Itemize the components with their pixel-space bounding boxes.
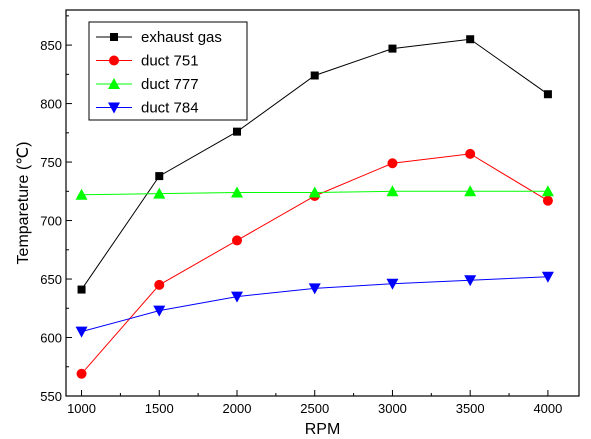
data-point bbox=[543, 90, 552, 99]
data-point bbox=[386, 278, 399, 290]
legend-marker bbox=[110, 33, 118, 41]
series-duct-777 bbox=[75, 185, 554, 200]
data-point bbox=[464, 185, 477, 197]
data-point bbox=[541, 185, 554, 197]
data-point bbox=[466, 35, 475, 44]
data-point bbox=[387, 158, 398, 169]
data-point bbox=[542, 195, 553, 206]
x-tick-label: 1500 bbox=[145, 401, 174, 416]
legend-item: duct 777 bbox=[96, 76, 199, 93]
data-point bbox=[541, 271, 554, 283]
data-point bbox=[231, 186, 243, 198]
x-tick-label: 4000 bbox=[533, 401, 562, 416]
data-point bbox=[155, 172, 164, 181]
y-axis-title: Tempareture (℃) bbox=[15, 142, 32, 265]
y-tick-label: 850 bbox=[40, 38, 62, 53]
data-point bbox=[388, 44, 397, 53]
legend-label: exhaust gas bbox=[141, 29, 222, 46]
plot-area bbox=[65, 9, 580, 397]
y-tick-label: 600 bbox=[40, 331, 62, 346]
x-tick-label: 2500 bbox=[300, 401, 329, 416]
legend-marker bbox=[108, 78, 120, 89]
legend-label: duct 784 bbox=[141, 100, 199, 117]
x-tick-label: 3000 bbox=[378, 401, 407, 416]
data-point bbox=[75, 188, 88, 200]
y-tick-label: 550 bbox=[40, 389, 62, 404]
y-tick-label: 800 bbox=[40, 97, 62, 112]
y-tick-label: 650 bbox=[40, 272, 62, 287]
legend-label: duct 751 bbox=[141, 53, 199, 70]
data-point bbox=[154, 279, 165, 290]
x-axis-title: RPM bbox=[305, 421, 341, 438]
data-point bbox=[465, 148, 476, 159]
legend: exhaust gas duct 751 duct 777 duct 784 bbox=[88, 21, 248, 121]
data-point bbox=[308, 283, 321, 295]
series-exhaust-gas bbox=[77, 35, 552, 294]
x-tick-label: 3500 bbox=[456, 401, 485, 416]
legend-label: duct 777 bbox=[141, 76, 199, 93]
y-tick-label: 750 bbox=[40, 155, 62, 170]
axis-ticks: 1000 1500 2000 2500 3000 3500 4000 550 600 650 700… bbox=[40, 15, 562, 416]
y-tick-label: 700 bbox=[40, 214, 62, 229]
data-point bbox=[76, 368, 87, 379]
legend-item: duct 751 bbox=[96, 53, 199, 70]
data-point bbox=[77, 285, 86, 294]
legend-item: exhaust gas bbox=[96, 29, 222, 46]
data-point bbox=[310, 71, 319, 80]
legend-marker bbox=[109, 55, 119, 66]
legend-marker bbox=[108, 102, 120, 114]
series-lines bbox=[75, 35, 554, 379]
data-point bbox=[153, 305, 166, 317]
data-point bbox=[231, 291, 243, 303]
x-tick-label: 1000 bbox=[67, 401, 96, 416]
data-point bbox=[464, 275, 477, 287]
data-point bbox=[233, 127, 241, 136]
data-point bbox=[386, 185, 399, 197]
data-point bbox=[75, 326, 88, 338]
data-point bbox=[232, 235, 242, 246]
series-duct-751 bbox=[76, 148, 553, 379]
data-point bbox=[308, 186, 321, 198]
x-tick-label: 2000 bbox=[223, 401, 252, 416]
series-duct-784 bbox=[75, 271, 554, 338]
legend-item: duct 784 bbox=[96, 100, 199, 117]
data-point bbox=[153, 187, 166, 199]
